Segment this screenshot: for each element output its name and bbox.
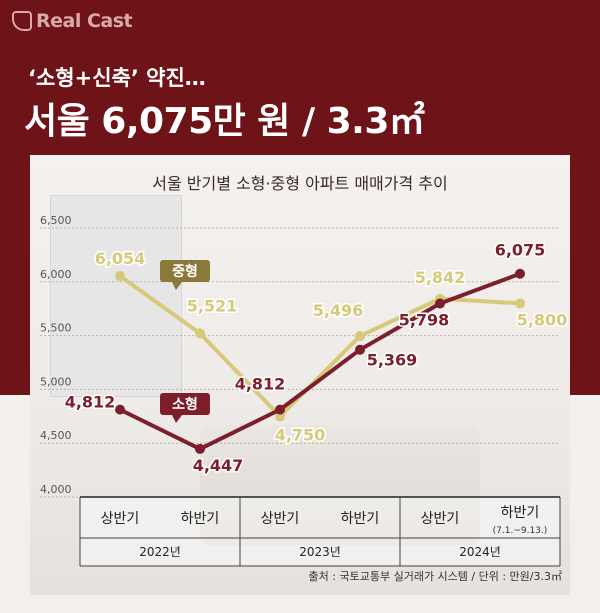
- x-axis-table: [80, 497, 560, 566]
- x-tick-label: 상반기: [421, 511, 460, 527]
- data-point-small: [275, 404, 285, 415]
- y-tick-label: 6,000: [40, 268, 72, 281]
- brand-logo: Real Cast: [12, 8, 133, 34]
- y-tick-label: 6,500: [40, 214, 72, 227]
- data-label-medium: 6,054: [95, 249, 146, 268]
- data-label-small: 5,369: [367, 351, 418, 370]
- chart-title: 서울 반기별 소형·중형 아파트 매매가격 추이: [152, 174, 448, 193]
- headline-line-1: ‘소형+신축’ 약진…: [28, 66, 206, 90]
- data-point-small: [355, 344, 365, 355]
- x-tick-label: 하반기: [501, 505, 540, 521]
- legend-small-label: 소형: [172, 396, 198, 413]
- legend-medium-label: 중형: [172, 263, 198, 280]
- data-point-medium: [115, 270, 125, 281]
- room-window: [50, 195, 182, 397]
- x-tick-label: 하반기: [341, 511, 380, 527]
- legend-small-tail: [172, 415, 182, 423]
- y-tick-label: 4,500: [40, 429, 72, 442]
- data-point-small: [115, 404, 125, 415]
- data-point-small: [435, 298, 445, 309]
- data-point-medium: [195, 328, 205, 339]
- data-label-small: 4,812: [235, 375, 286, 394]
- legend-medium-box: [160, 260, 210, 282]
- y-tick-label: 5,000: [40, 375, 72, 388]
- legend-small-box: [160, 393, 210, 415]
- data-label-medium: 4,750: [275, 425, 326, 444]
- x-tick-note: (7.1.~9.13.): [493, 526, 548, 536]
- data-label-small: 4,812: [65, 393, 116, 412]
- year-group-label: 2022년: [139, 545, 181, 559]
- series-line-small: [119, 271, 521, 451]
- headline-line-2: 서울 6,075만 원 / 3.3㎡: [24, 101, 425, 142]
- data-label-small: 6,075: [495, 241, 546, 260]
- data-label-small: 5,798: [399, 311, 450, 330]
- year-group-label: 2023년: [299, 545, 341, 559]
- data-point-small: [195, 443, 205, 454]
- data-label-medium: 5,496: [313, 301, 364, 320]
- room-bed: [200, 425, 480, 545]
- y-tick-label: 4,000: [40, 483, 72, 496]
- data-point-small: [515, 268, 525, 279]
- data-point-medium: [515, 298, 525, 309]
- x-tick-label: 상반기: [261, 511, 300, 527]
- year-group-label: 2024년: [459, 545, 501, 559]
- brand-name: Real Cast: [36, 10, 133, 32]
- logo-mark-icon: [12, 11, 32, 31]
- legend-medium-tail: [172, 282, 182, 290]
- source-note: 출처 : 국토교통부 실거래가 시스템 / 단위 : 만원/3.3㎡: [308, 570, 562, 583]
- data-label-medium: 5,521: [187, 296, 238, 315]
- data-point-medium: [355, 331, 365, 342]
- data-label-medium: 5,842: [415, 268, 466, 287]
- x-tick-label: 상반기: [101, 511, 140, 527]
- x-tick-label: 하반기: [181, 511, 220, 527]
- y-tick-label: 5,500: [40, 322, 72, 335]
- data-label-medium: 5,800: [517, 310, 568, 329]
- data-label-small: 4,447: [193, 456, 244, 475]
